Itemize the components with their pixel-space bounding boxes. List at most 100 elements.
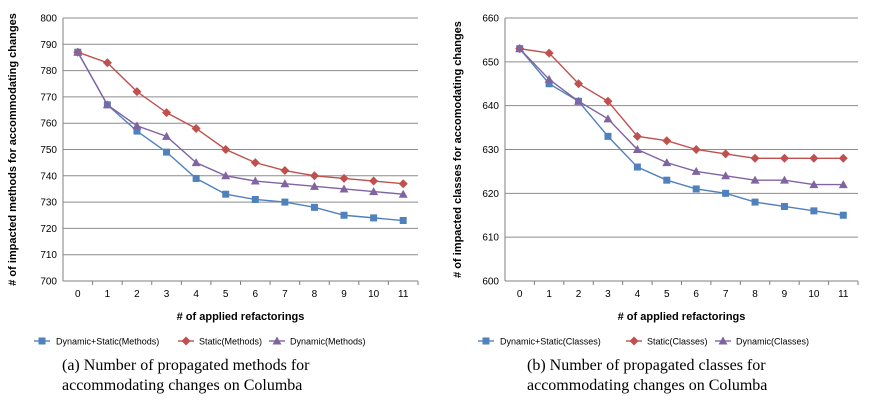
- series-line-2: [77, 51, 404, 195]
- data-point-s1: [809, 153, 819, 163]
- x-tick-label: 10: [368, 289, 380, 300]
- y-axis-label: # of impacted methods for accommodating …: [7, 13, 19, 286]
- y-tick-label: 770: [40, 92, 57, 103]
- legend-marker: [272, 336, 282, 345]
- y-tick-label: 640: [482, 101, 499, 112]
- x-tick-label: 5: [223, 289, 229, 300]
- data-point-s2: [750, 175, 760, 184]
- data-point-s2: [574, 96, 584, 105]
- data-point-s0: [222, 190, 230, 198]
- data-point-s0: [839, 211, 847, 219]
- data-point-s0: [370, 214, 378, 222]
- legend-marker: [629, 336, 639, 346]
- series-line-0: [77, 51, 404, 222]
- data-point-s0: [281, 198, 289, 206]
- figure-caption-line1: (a) Number of propagated methods for: [62, 357, 310, 374]
- data-point-s2: [132, 121, 142, 130]
- x-tick-label: 9: [782, 289, 788, 300]
- legend-label: Dynamic(Methods): [290, 337, 366, 347]
- data-point-s2: [73, 47, 83, 56]
- x-tick-label: 9: [341, 289, 347, 300]
- data-point-s0: [751, 198, 759, 206]
- data-point-s0: [810, 207, 818, 215]
- classes-chart: 600 610 620 630 640 650 660 0 1 2 3 4 5 6 7 8 9 10 11 # of …: [452, 14, 859, 394]
- data-point-s0: [692, 185, 700, 193]
- y-tick-label: 750: [40, 145, 57, 156]
- x-tick-label: 10: [808, 289, 820, 300]
- data-point-s2: [632, 145, 642, 153]
- y-tick-label: 790: [40, 40, 57, 51]
- x-tick-label: 0: [517, 289, 523, 300]
- figure-caption-line1: (b) Number of propagated classes for: [527, 357, 766, 374]
- data-point-s0: [340, 211, 348, 219]
- data-point-s2: [838, 180, 848, 189]
- y-tick-label: 650: [482, 57, 499, 68]
- series-line-1: [519, 47, 844, 159]
- x-tick-label: 7: [282, 289, 288, 300]
- figure-caption-line2: accommodating changes on Columba: [527, 377, 767, 394]
- x-tick-label: 4: [193, 289, 199, 300]
- data-point-s2: [102, 100, 112, 109]
- data-point-s0: [133, 127, 141, 135]
- data-point-s1: [691, 145, 701, 154]
- x-tick-label: 6: [253, 289, 259, 300]
- y-tick-label: 610: [482, 233, 499, 244]
- y-axis-label: # of impacted classes for accomodating c…: [452, 21, 464, 278]
- x-tick-label: 3: [164, 289, 170, 300]
- data-point-s2: [779, 175, 789, 184]
- data-point-s1: [632, 131, 642, 141]
- data-point-s1: [779, 153, 789, 163]
- y-tick-label: 740: [40, 171, 57, 182]
- y-tick-label: 700: [40, 277, 57, 288]
- data-point-s0: [399, 217, 407, 225]
- y-tick-label: 630: [482, 145, 499, 156]
- data-point-s0: [633, 163, 641, 171]
- data-point-s1: [162, 108, 172, 118]
- x-tick-label: 1: [546, 289, 552, 300]
- data-point-s0: [163, 148, 171, 156]
- legend-marker: [482, 337, 490, 345]
- x-tick-label: 11: [838, 289, 849, 300]
- data-point-s2: [250, 176, 260, 185]
- data-point-s2: [162, 131, 172, 140]
- figure-caption-line2: accommodating changes on Columba: [62, 377, 302, 394]
- data-point-s0: [545, 80, 553, 88]
- data-point-s0: [192, 174, 200, 182]
- legend-marker: [38, 337, 46, 345]
- y-tick-label: 780: [40, 66, 57, 77]
- y-tick-label: 760: [40, 119, 57, 130]
- legend-marker: [181, 336, 191, 346]
- data-point-s1: [750, 153, 760, 163]
- x-tick-label: 1: [105, 289, 111, 300]
- x-tick-label: 5: [664, 289, 670, 300]
- x-tick-label: 6: [693, 289, 699, 300]
- x-tick-label: 8: [752, 289, 758, 300]
- data-point-s2: [544, 74, 554, 83]
- data-point-s2: [691, 166, 701, 175]
- legend-label: Dynamic+Static(Methods): [56, 337, 159, 347]
- data-point-s1: [191, 123, 201, 133]
- legend-label: Static(Methods): [199, 337, 262, 347]
- legend-marker: [718, 336, 728, 345]
- data-point-s1: [280, 166, 290, 176]
- x-tick-label: 11: [398, 289, 409, 300]
- x-tick-label: 2: [134, 289, 140, 300]
- data-point-s1: [662, 136, 672, 146]
- legend-label: Dynamic(Classes): [736, 337, 809, 347]
- x-tick-label: 8: [312, 289, 318, 300]
- data-point-s1: [221, 145, 231, 154]
- data-point-s1: [102, 58, 112, 68]
- data-point-s0: [251, 195, 259, 203]
- y-tick-label: 620: [482, 189, 499, 200]
- x-tick-label: 7: [723, 289, 729, 300]
- y-tick-label: 710: [40, 250, 57, 261]
- legend-label: Static(Classes): [647, 337, 708, 347]
- series-line-2: [519, 48, 844, 186]
- data-point-s0: [604, 132, 612, 140]
- y-tick-label: 720: [40, 224, 57, 235]
- x-tick-label: 2: [576, 289, 582, 300]
- y-tick-label: 730: [40, 198, 57, 209]
- series-line-1: [77, 51, 404, 185]
